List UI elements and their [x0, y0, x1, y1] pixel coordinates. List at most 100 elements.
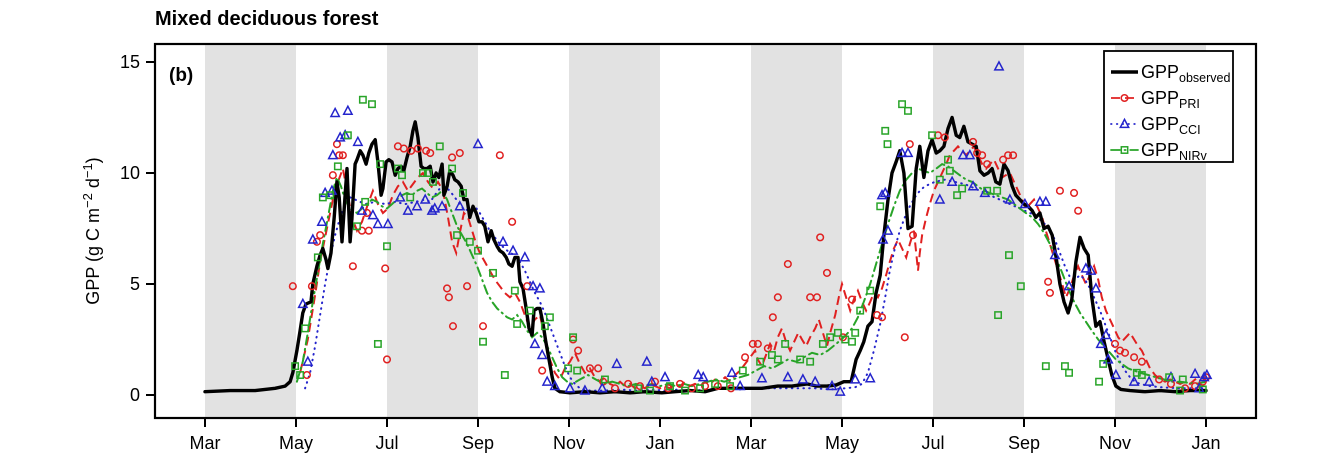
triangle-marker — [646, 375, 658, 386]
square-marker — [291, 362, 300, 371]
triangle-marker — [541, 375, 553, 386]
legend-label: GPPobserved — [1141, 62, 1230, 85]
triangle-marker — [1004, 193, 1016, 204]
square-marker — [301, 324, 310, 333]
circle-marker — [585, 364, 594, 373]
square-marker — [1176, 386, 1185, 395]
y-tick-label: 0 — [130, 385, 140, 405]
circle-marker — [444, 293, 453, 302]
series-points-nirv — [291, 95, 1207, 395]
triangle-marker — [316, 215, 328, 226]
triangle-icon — [1119, 117, 1130, 129]
shaded-band — [569, 45, 660, 417]
triangle-marker — [1198, 371, 1210, 382]
square-marker — [1178, 375, 1187, 384]
circle-marker — [307, 282, 316, 291]
square-marker — [928, 131, 937, 140]
square-marker — [826, 333, 835, 342]
square-marker — [510, 286, 519, 295]
triangle-marker — [382, 217, 394, 229]
circle-marker — [763, 344, 772, 353]
y-axis-title: GPP (g C m−2 d−1) — [80, 157, 103, 304]
square-marker — [448, 164, 457, 173]
square-marker — [767, 351, 776, 359]
triangle-marker — [993, 60, 1005, 71]
square-marker — [333, 162, 342, 171]
triangle-marker — [641, 355, 653, 366]
plot-border — [153, 42, 1258, 420]
square-marker — [1065, 368, 1073, 377]
seasonal-shading-bands — [205, 45, 1206, 417]
legend-label: GPPNIRv — [1141, 140, 1208, 163]
y-tick-label: 15 — [120, 52, 140, 72]
square-marker — [935, 175, 944, 184]
circle-marker — [426, 148, 435, 158]
circle-marker — [1137, 357, 1146, 366]
triangle-marker — [352, 135, 364, 147]
circle-marker — [748, 339, 757, 348]
square-marker — [453, 231, 462, 240]
circle-marker — [773, 293, 782, 302]
y-tick-label: 10 — [120, 163, 140, 183]
circle-marker — [610, 384, 620, 393]
x-tick-label: Sep — [1008, 433, 1040, 453]
square-marker — [318, 193, 327, 202]
circle-marker — [1009, 151, 1018, 160]
square-marker — [944, 155, 952, 164]
circle-marker — [847, 295, 857, 304]
triangle-marker — [957, 149, 969, 160]
square-marker — [313, 253, 322, 262]
x-tick-label: Mar — [736, 433, 767, 453]
triangle-marker — [659, 371, 671, 382]
circle-marker — [332, 140, 342, 149]
triangle-marker — [782, 371, 794, 382]
circle-marker — [1181, 384, 1190, 393]
square-marker — [983, 186, 992, 195]
square-marker — [474, 246, 482, 255]
triangle-marker — [327, 149, 339, 160]
square-marker — [818, 339, 827, 348]
square-marker — [600, 375, 609, 384]
circle-marker — [302, 370, 311, 380]
square-marker — [1041, 362, 1050, 371]
x-tick-label: Sep — [462, 433, 494, 453]
circle-marker — [753, 339, 762, 348]
square-marker — [726, 382, 735, 391]
triangle-marker — [1110, 368, 1122, 380]
triangle-marker — [979, 186, 991, 198]
circle-marker — [1045, 288, 1054, 297]
square-icon — [1120, 146, 1129, 154]
square-marker — [361, 197, 370, 206]
square-marker — [569, 333, 578, 342]
square-marker — [1137, 371, 1146, 379]
triangle-marker — [596, 382, 608, 393]
square-marker — [353, 222, 361, 231]
square-marker — [513, 320, 522, 328]
triangle-marker — [529, 337, 541, 349]
legend-item-nirv: GPPNIRv — [1110, 140, 1208, 163]
square-marker — [479, 337, 487, 346]
triangle-marker — [611, 357, 623, 369]
square-marker — [756, 357, 765, 366]
square-marker — [296, 371, 305, 379]
circle-marker — [478, 322, 488, 331]
triangle-marker — [849, 373, 861, 384]
circle-marker — [999, 155, 1008, 164]
circle-marker — [381, 264, 390, 273]
triangle-marker — [1100, 328, 1112, 340]
square-marker — [326, 191, 335, 200]
triangle-marker — [964, 149, 976, 160]
x-tick-label: Jan — [1191, 433, 1220, 453]
square-marker — [459, 189, 467, 197]
square-marker — [429, 177, 437, 186]
square-marker — [373, 339, 382, 348]
circle-marker — [978, 151, 987, 160]
circle-marker — [635, 382, 645, 391]
triangle-marker — [1143, 375, 1155, 386]
circle-marker — [1120, 348, 1130, 357]
triangle-marker — [372, 217, 384, 229]
triangle-marker — [946, 175, 958, 187]
triangle-marker — [454, 200, 466, 211]
circle-icon — [1120, 93, 1129, 103]
